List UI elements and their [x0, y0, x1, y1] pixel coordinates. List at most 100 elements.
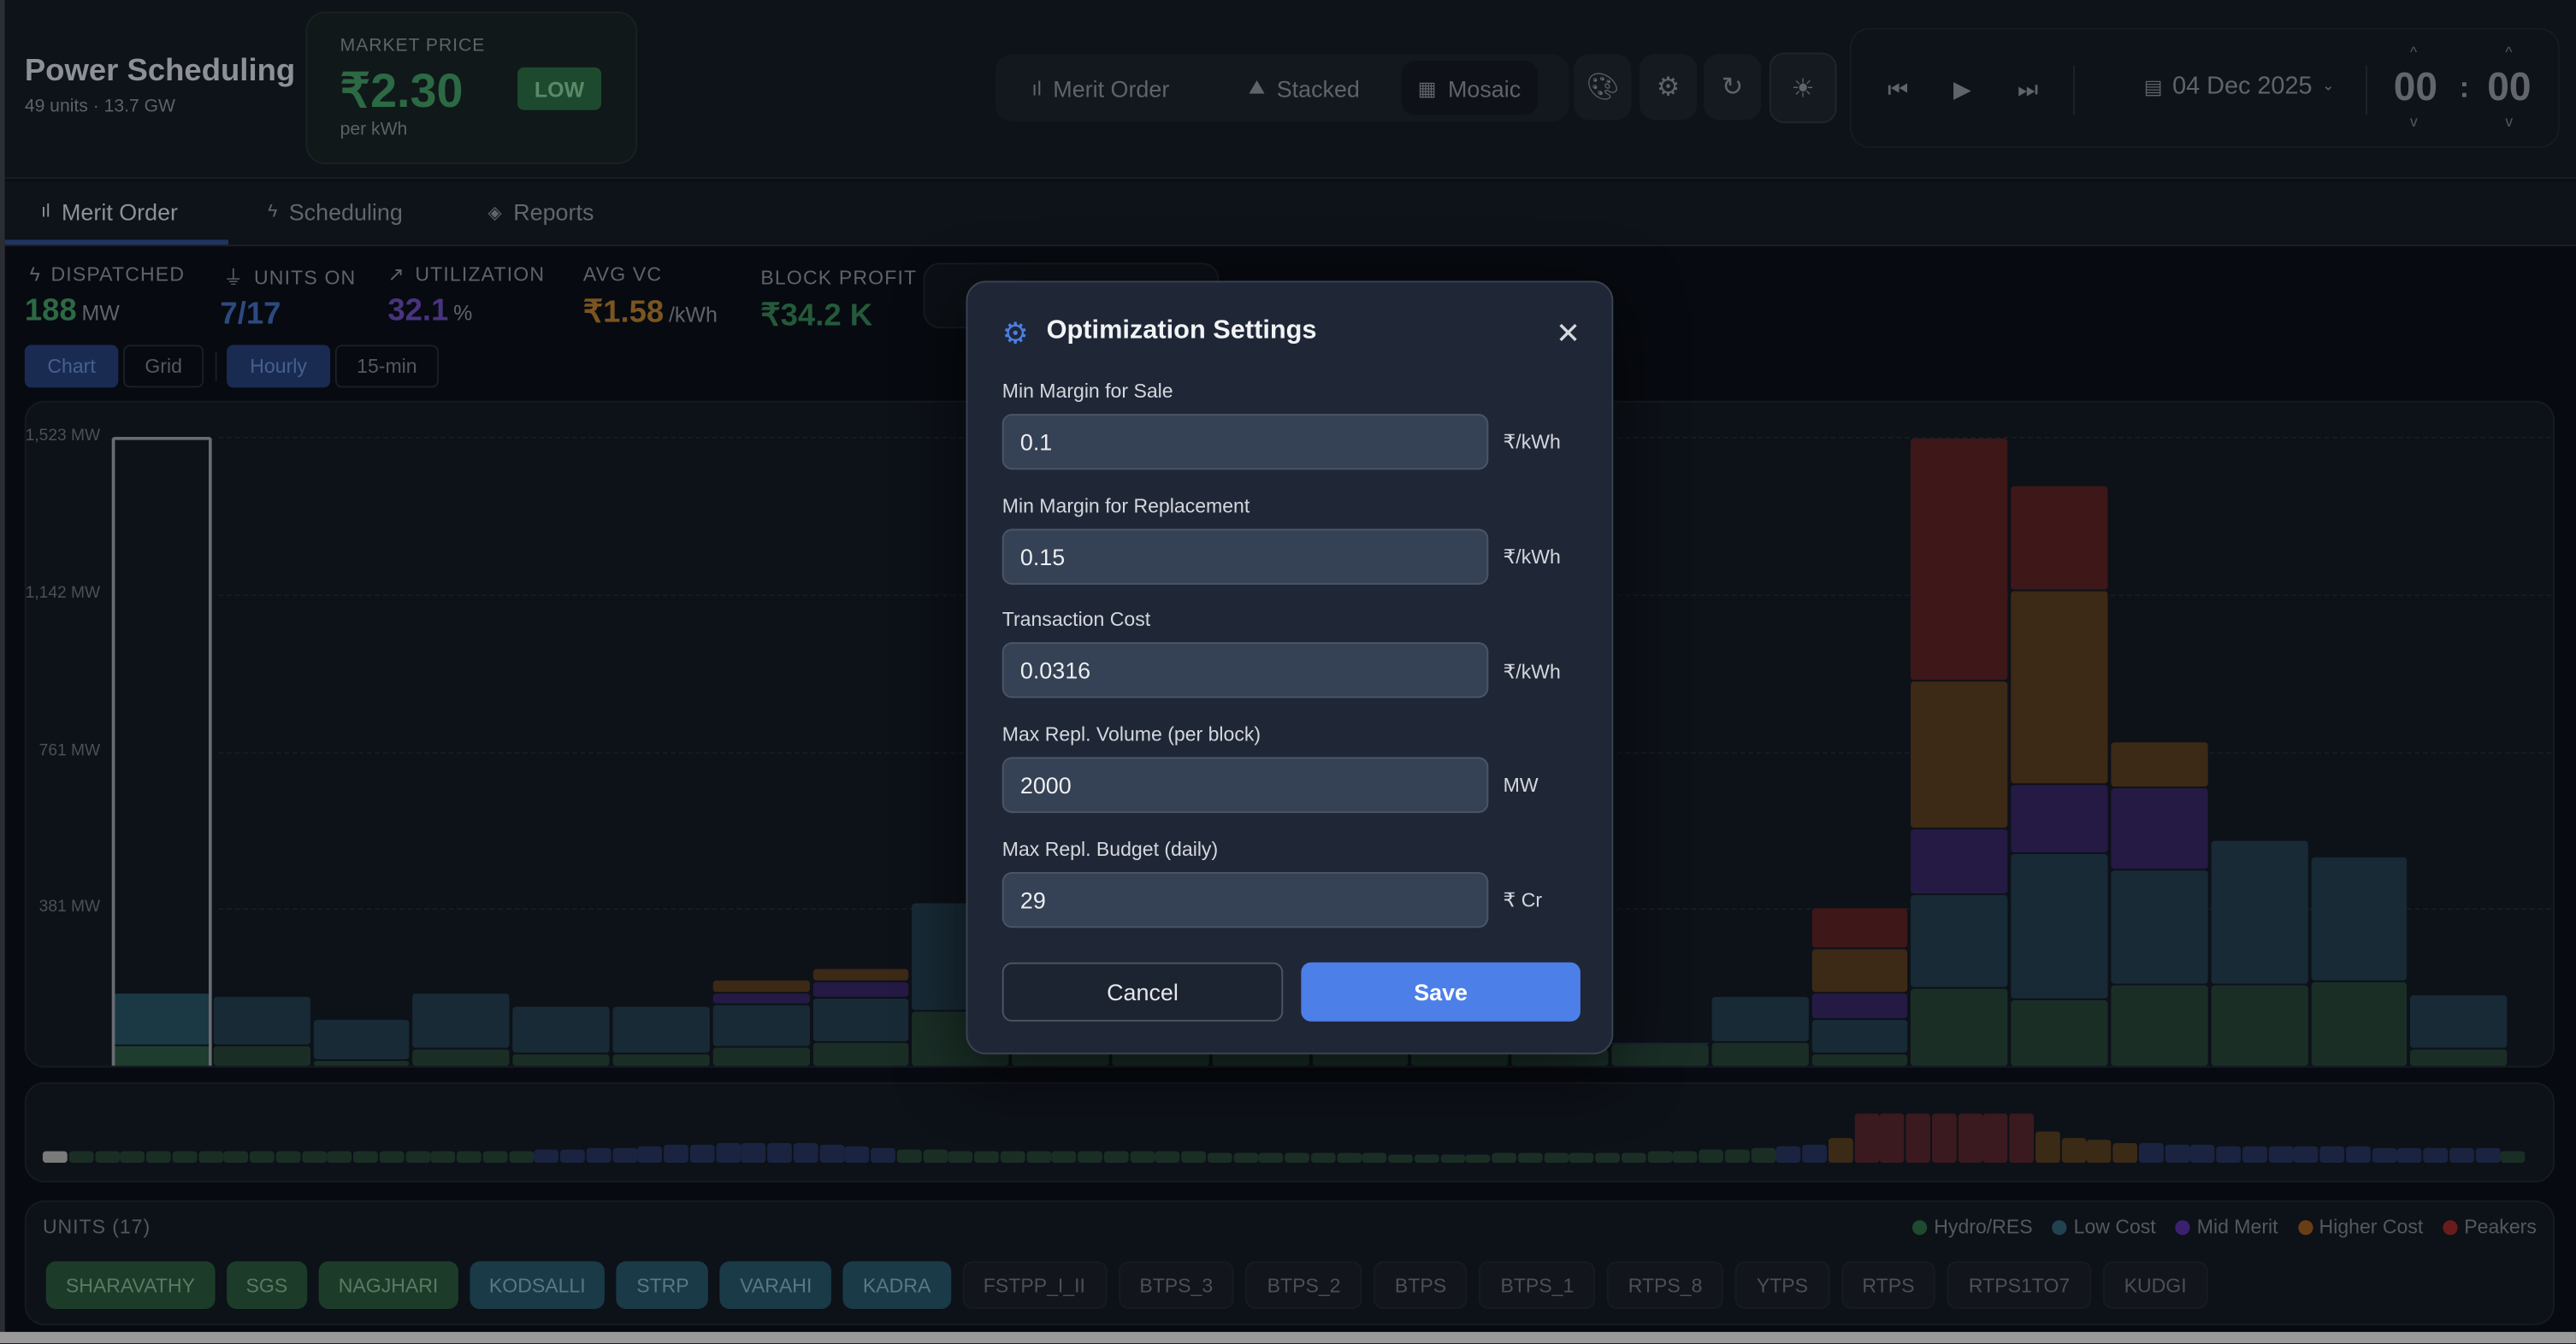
bar-segment-mid-merit[interactable] [712, 993, 810, 1004]
settings-button[interactable]: ⚙ [1640, 54, 1698, 121]
bar-segment-peakers[interactable] [1911, 438, 2008, 680]
unit-chip[interactable]: BTPS_3 [1118, 1261, 1235, 1309]
timeline-bar[interactable] [2267, 1146, 2293, 1163]
bar-segment-low-cost[interactable] [2011, 853, 2108, 999]
view-merit-order-button[interactable]: ıl Merit Order [1015, 61, 1185, 115]
unit-chip[interactable]: KODSALLI [469, 1261, 606, 1309]
timeline-bar[interactable] [2009, 1113, 2035, 1163]
timeline-bar[interactable] [560, 1148, 586, 1163]
timeline-bar[interactable] [2138, 1143, 2164, 1163]
max-repl-volume-input[interactable] [1001, 757, 1489, 813]
bar-segment-hydro-res[interactable] [2310, 981, 2408, 1066]
fifteen-min-button[interactable]: 15-min [334, 345, 439, 388]
timeline-bar[interactable] [1232, 1152, 1258, 1163]
cancel-button[interactable]: Cancel [1001, 962, 1284, 1022]
timeline-bar[interactable] [2449, 1147, 2474, 1163]
bar-segment-low-cost[interactable] [113, 993, 210, 1045]
bar-segment-hydro-res[interactable] [412, 1049, 510, 1066]
timeline-bar[interactable] [327, 1152, 352, 1163]
timeline-bar[interactable] [2216, 1145, 2242, 1163]
timeline-bar[interactable] [1129, 1151, 1155, 1163]
timeline-bar[interactable] [223, 1151, 249, 1163]
timeline-bar[interactable] [249, 1151, 275, 1163]
timeline-bar[interactable] [1388, 1153, 1414, 1163]
hour-value[interactable]: 00 [2393, 65, 2438, 110]
skip-back-button[interactable]: ⏮︎ [1888, 75, 1908, 103]
skip-forward-button[interactable]: ⏭︎ [2018, 75, 2038, 103]
timeline-bar[interactable] [2294, 1146, 2319, 1163]
hourly-button[interactable]: Hourly [227, 345, 331, 388]
timeline-bar[interactable] [1000, 1151, 1025, 1163]
palette-button[interactable]: 🎨︎ [1574, 54, 1632, 121]
unit-chip[interactable]: SGS [226, 1261, 308, 1309]
timeline-bar[interactable] [1078, 1151, 1103, 1163]
timeline-bar[interactable] [405, 1152, 430, 1163]
unit-chip[interactable]: BTPS_1 [1479, 1261, 1596, 1309]
timeline-bar[interactable] [1879, 1113, 1905, 1163]
timeline-bar[interactable] [482, 1151, 508, 1163]
bar-segment-hydro-res[interactable] [213, 1046, 310, 1066]
bar-segment-peakers[interactable] [2011, 486, 2108, 591]
bar-segment-low-cost[interactable] [712, 1005, 810, 1046]
timeline-bar[interactable] [2423, 1147, 2449, 1163]
bar-segment-low-cost[interactable] [1711, 996, 1809, 1041]
timeline-bar[interactable] [793, 1143, 818, 1163]
timeline-bar[interactable] [637, 1146, 663, 1163]
bar-segment-higher-cost[interactable] [712, 981, 810, 993]
unit-chip[interactable]: KADRA [842, 1261, 951, 1309]
timeline-bar[interactable] [1285, 1152, 1310, 1163]
timeline-bar[interactable] [948, 1150, 973, 1163]
view-stacked-button[interactable]: ⛰ Stacked [1232, 61, 1376, 115]
timeline-bar[interactable] [508, 1150, 534, 1163]
timeline-bar[interactable] [871, 1147, 896, 1163]
timeline-bar[interactable] [1931, 1113, 1957, 1163]
bar-segment-low-cost[interactable] [2410, 995, 2508, 1048]
timeline-bar[interactable] [42, 1151, 68, 1163]
minute-up-button[interactable]: ^ [2505, 44, 2513, 62]
close-button[interactable]: ✕ [1556, 317, 1580, 351]
chart-view-button[interactable]: Chart [24, 345, 119, 388]
bar-segment-mid-merit[interactable] [2011, 784, 2108, 852]
unit-chip[interactable]: FSTPP_I_II [961, 1261, 1107, 1309]
bar-segment-higher-cost[interactable] [1911, 681, 2008, 828]
timeline-bar[interactable] [1258, 1152, 1284, 1163]
timeline-bar[interactable] [2345, 1147, 2371, 1163]
timeline-bar[interactable] [1957, 1113, 1982, 1163]
play-button[interactable]: ▶ [1953, 75, 1971, 103]
timeline-bar[interactable] [1569, 1152, 1595, 1163]
timeline-bar[interactable] [2474, 1148, 2500, 1163]
bar-segment-hydro-res[interactable] [712, 1047, 810, 1066]
grid-view-button[interactable]: Grid [123, 345, 204, 388]
bar-segment-low-cost[interactable] [1911, 895, 2008, 987]
bar-segment-low-cost[interactable] [412, 993, 510, 1048]
timeline-bar[interactable] [430, 1152, 456, 1163]
unit-chip[interactable]: NAGJHARI [318, 1261, 458, 1309]
timeline-bar[interactable] [1465, 1153, 1492, 1163]
timeline-bar[interactable] [1646, 1151, 1672, 1163]
hour-down-button[interactable]: v [2409, 113, 2418, 130]
timeline-bar[interactable] [1517, 1152, 1543, 1163]
timeline-bar[interactable] [1750, 1147, 1775, 1163]
bar-segment-higher-cost[interactable] [2011, 592, 2108, 783]
bar-segment-hydro-res[interactable] [2111, 985, 2208, 1066]
bar-segment-higher-cost[interactable] [812, 968, 910, 981]
timeline-bar[interactable] [1828, 1138, 1853, 1163]
timeline-bar[interactable] [818, 1144, 844, 1163]
timeline-bar[interactable] [2087, 1140, 2112, 1163]
timeline-bar[interactable] [1543, 1152, 1569, 1163]
bar-segment-hydro-res[interactable] [1611, 1044, 1709, 1066]
timeline-bar[interactable] [1802, 1145, 1828, 1163]
bar-segment-low-cost[interactable] [2111, 869, 2208, 984]
timeline-bar[interactable] [922, 1149, 948, 1163]
timeline-bar[interactable] [1775, 1147, 1802, 1163]
timeline-bar[interactable] [1414, 1153, 1439, 1163]
timeline-bar[interactable] [715, 1143, 741, 1163]
bar-segment-hydro-res[interactable] [1411, 1051, 1509, 1066]
theme-toggle-button[interactable]: ☀ [1769, 52, 1837, 124]
timeline-bar[interactable] [1336, 1153, 1362, 1163]
timeline-bar[interactable] [145, 1151, 172, 1163]
max-repl-budget-input[interactable] [1001, 871, 1489, 928]
refresh-button[interactable]: ↻ [1703, 54, 1762, 121]
timeline-bar[interactable] [2397, 1147, 2423, 1163]
timeline-bar[interactable] [457, 1151, 482, 1163]
